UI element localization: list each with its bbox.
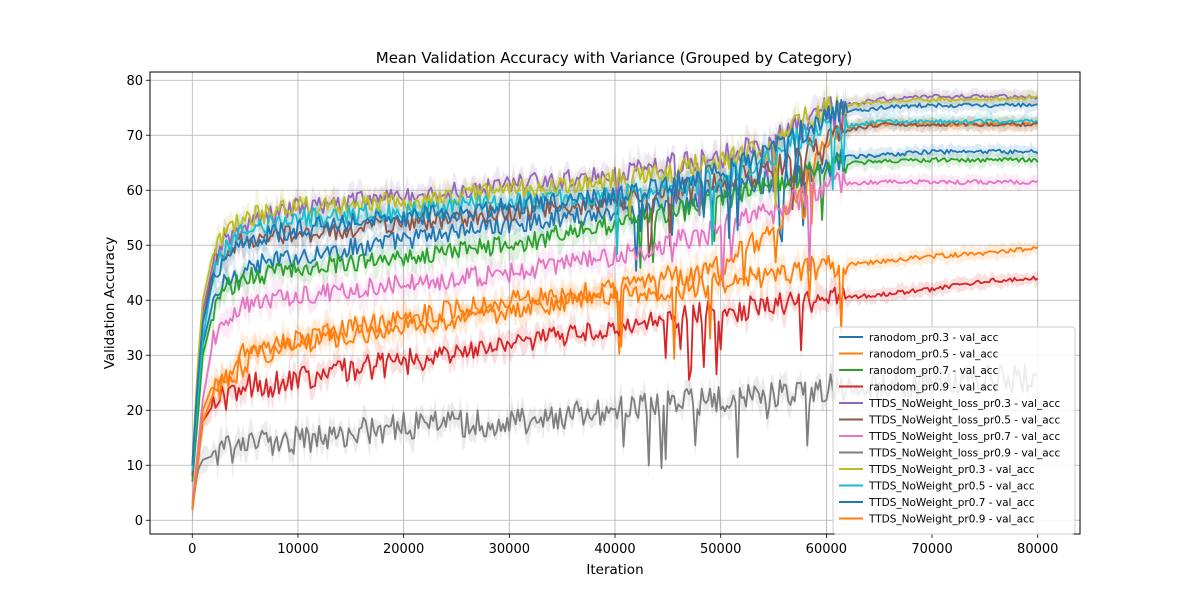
y-tick-label: 40 xyxy=(126,294,143,309)
x-tick-label: 40000 xyxy=(594,542,635,557)
y-tick-label: 30 xyxy=(126,349,143,364)
y-tick-label: 20 xyxy=(126,404,143,419)
chart-title: Mean Validation Accuracy with Variance (… xyxy=(376,49,852,67)
series-line-ttds-noweight-pr0-7-val-acc xyxy=(191,99,1038,466)
variance-band-ranodom-pr0-3-val-acc xyxy=(192,136,1038,493)
x-axis-ticks: 0 10000 20000 30000 40000 50000 60000 70000 8000… xyxy=(188,534,1058,557)
variance-band-ranodom-pr0-5-val-acc xyxy=(192,102,1038,517)
legend-entry: ranodom_pr0.5 - val_acc xyxy=(869,349,999,361)
x-tick-label: 20000 xyxy=(383,542,424,557)
series-line-ttds-noweight-pr0-3-val-acc xyxy=(191,95,1038,466)
y-tick-label: 80 xyxy=(126,74,143,89)
y-tick-label: 0 xyxy=(135,514,143,529)
series-line-ttds-noweight-pr0-5-val-acc xyxy=(191,116,1038,471)
legend-entry: TTDS_NoWeight_pr0.3 - val_acc xyxy=(868,464,1035,476)
legend-entry: TTDS_NoWeight_pr0.5 - val_acc xyxy=(868,481,1035,493)
plot-area xyxy=(149,71,1081,535)
series-line-ranodom-pr0-9-val-acc xyxy=(191,275,1039,510)
series-lines xyxy=(191,93,1039,510)
x-tick-label: 60000 xyxy=(806,542,847,557)
y-tick-label: 70 xyxy=(126,129,143,144)
series-line-ttds-noweight-loss-pr0-7-val-acc xyxy=(191,171,1039,504)
x-tick-label: 80000 xyxy=(1017,542,1058,557)
legend-entry: TTDS_NoWeight_pr0.9 - val_acc xyxy=(868,514,1035,526)
y-tick-label: 60 xyxy=(126,184,143,199)
legend-entry: TTDS_NoWeight_loss_pr0.5 - val_acc xyxy=(868,415,1060,427)
y-tick-label: 50 xyxy=(126,239,143,254)
y-axis-ticks: 0 10 20 30 40 50 60 70 80 xyxy=(126,74,150,529)
y-axis-label: Validation Accuracy xyxy=(102,237,118,370)
legend: ranodom_pr0.3 - val_acc ranodom_pr0.5 - v… xyxy=(832,326,1076,535)
legend-entry: TTDS_NoWeight_loss_pr0.3 - val_acc xyxy=(868,398,1060,410)
legend-entry: TTDS_NoWeight_pr0.7 - val_acc xyxy=(868,497,1035,509)
x-tick-label: 10000 xyxy=(277,542,318,557)
legend-entry: ranodom_pr0.9 - val_acc xyxy=(869,382,999,394)
legend-entry: TTDS_NoWeight_loss_pr0.7 - val_acc xyxy=(868,431,1060,443)
x-axis-label: Iteration xyxy=(586,562,643,578)
legend-entry: ranodom_pr0.3 - val_acc xyxy=(869,332,999,344)
x-tick-label: 30000 xyxy=(489,542,530,557)
series-line-ttds-noweight-pr0-9-val-acc xyxy=(191,246,1038,510)
legend-box xyxy=(832,326,1076,535)
variance-band-ttds-noweight-loss-pr0-3-val-acc xyxy=(192,86,1038,472)
x-tick-label: 0 xyxy=(188,542,196,557)
legend-entry: ranodom_pr0.7 - val_acc xyxy=(869,365,999,377)
y-tick-label: 10 xyxy=(126,459,143,474)
legend-entry: TTDS_NoWeight_loss_pr0.9 - val_acc xyxy=(868,448,1060,460)
x-tick-label: 70000 xyxy=(911,542,952,557)
variance-band-ttds-noweight-loss-pr0-5-val-acc xyxy=(192,112,1038,486)
x-tick-label: 50000 xyxy=(700,542,741,557)
series-line-ranodom-pr0-7-val-acc xyxy=(191,153,1039,482)
